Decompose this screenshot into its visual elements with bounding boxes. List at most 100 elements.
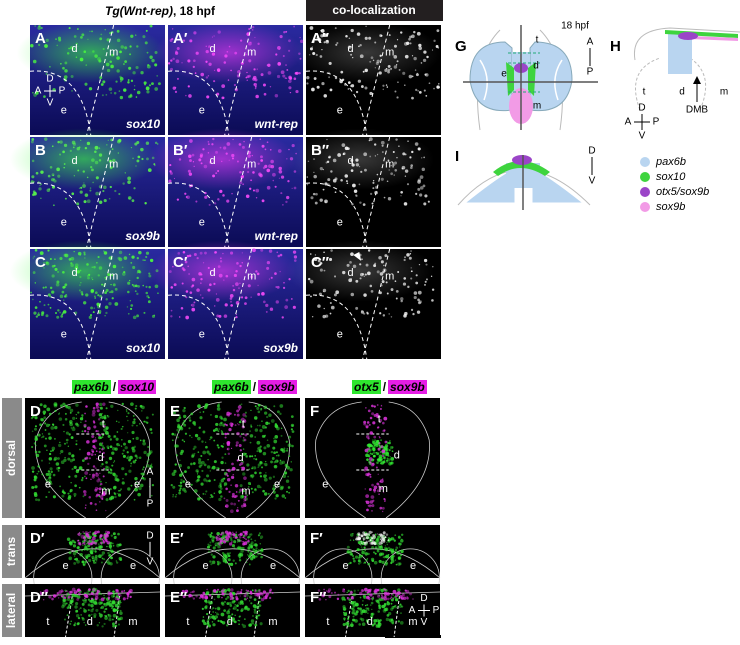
speckle	[63, 253, 67, 257]
speckle	[107, 561, 111, 565]
speckle	[57, 466, 61, 470]
speckle	[138, 486, 142, 491]
speckle	[293, 77, 297, 81]
speckle	[216, 404, 220, 408]
speckle	[73, 47, 76, 50]
speckle	[127, 439, 132, 444]
speckle	[142, 35, 146, 39]
speckle	[200, 72, 205, 77]
speckle	[313, 158, 316, 161]
speckle	[292, 305, 296, 309]
speckle	[143, 450, 147, 455]
speckle	[360, 609, 364, 614]
speckle	[53, 264, 56, 267]
speckle	[325, 201, 327, 203]
speckle	[82, 184, 86, 188]
speckle	[374, 444, 377, 447]
speckle	[61, 313, 64, 316]
speckle	[116, 431, 119, 433]
speckle	[146, 51, 149, 54]
speckle	[395, 606, 397, 609]
speckle	[222, 194, 225, 197]
speckle	[181, 422, 185, 425]
speckle	[178, 256, 182, 260]
speckle	[261, 292, 265, 296]
speckle	[34, 485, 38, 489]
speckle	[364, 533, 368, 537]
speckle	[220, 589, 224, 594]
header-separator: /	[382, 380, 387, 394]
speckle	[207, 618, 210, 621]
speckle	[35, 453, 40, 458]
speckle	[124, 472, 128, 476]
speckle	[375, 444, 379, 448]
speckle	[142, 284, 145, 287]
speckle	[423, 50, 427, 54]
speckle	[219, 415, 223, 419]
speckle	[85, 64, 88, 66]
speckle	[206, 588, 208, 590]
speckle	[220, 444, 223, 448]
speckle	[227, 452, 231, 456]
speckle	[184, 260, 188, 264]
speckle	[325, 314, 329, 318]
boundary	[305, 70, 368, 136]
speckle	[293, 186, 297, 190]
speckle	[206, 465, 211, 469]
speckle	[239, 556, 241, 559]
speckle	[274, 465, 277, 467]
speckle	[93, 594, 95, 596]
speckle	[237, 405, 242, 409]
speckle	[249, 552, 253, 556]
speckle	[59, 256, 63, 261]
speckle	[217, 607, 221, 611]
speckle	[410, 250, 412, 252]
speckle	[330, 305, 335, 310]
speckle	[99, 494, 104, 499]
speckle	[240, 39, 243, 42]
speckle	[196, 473, 199, 475]
speckle	[57, 457, 60, 460]
speckle	[99, 436, 103, 440]
micrograph: D″t d m	[24, 584, 161, 638]
speckle	[428, 82, 431, 85]
speckle	[87, 38, 89, 41]
speckle	[231, 541, 233, 543]
speckle	[221, 602, 225, 606]
speckle	[178, 485, 180, 487]
speckle	[89, 189, 92, 192]
speckle	[108, 544, 113, 549]
speckle	[375, 451, 379, 456]
speckle	[129, 588, 133, 593]
speckle	[358, 45, 360, 48]
speckle	[372, 59, 375, 62]
speckle	[383, 457, 386, 460]
speckle	[174, 443, 178, 448]
speckle	[395, 611, 398, 614]
speckle	[201, 460, 205, 465]
speckle	[120, 445, 123, 447]
speckle	[249, 590, 253, 594]
speckle	[423, 283, 426, 286]
speckle	[183, 414, 187, 419]
speckle	[255, 188, 260, 193]
speckle	[365, 536, 369, 540]
signal-glow	[147, 240, 297, 302]
compass-label: P	[59, 86, 66, 97]
speckle	[314, 254, 317, 256]
speckle	[254, 471, 257, 475]
speckle	[79, 190, 83, 194]
speckle	[289, 76, 293, 80]
speckle	[112, 158, 116, 163]
compass-label: A	[409, 605, 416, 616]
speckle	[97, 488, 99, 490]
speckle	[359, 617, 363, 621]
speckle	[393, 174, 395, 176]
speckle	[258, 424, 261, 427]
speckle	[103, 199, 107, 203]
speckle	[382, 421, 385, 425]
speckle	[81, 293, 84, 296]
speckle	[83, 251, 86, 254]
speckle	[236, 608, 239, 612]
speckle	[58, 443, 62, 448]
